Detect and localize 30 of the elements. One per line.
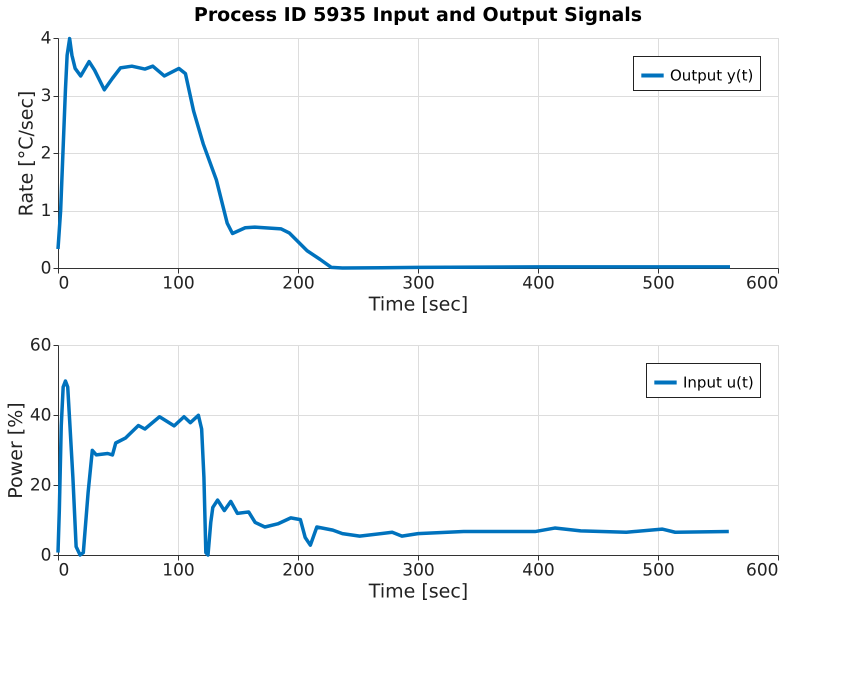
x-tick-label: 100 xyxy=(162,274,195,294)
x-tick-label: 400 xyxy=(522,274,555,294)
x-tick-label: 200 xyxy=(282,274,315,294)
x-tick-label: 200 xyxy=(282,560,315,580)
legend-label: Input u(t) xyxy=(683,374,754,392)
y-tick-label: 4 xyxy=(40,28,52,48)
x-tick-label: 600 xyxy=(746,274,778,294)
x-tick-label: 300 xyxy=(402,560,435,580)
x-tick-label: 500 xyxy=(642,560,675,580)
y-tick-label: 2 xyxy=(40,144,52,164)
y-tick-label: 60 xyxy=(30,336,52,356)
chart-title: Process ID 5935 Input and Output Signals xyxy=(194,4,642,26)
y-tick-label: 40 xyxy=(30,406,52,426)
x-tick-label: 400 xyxy=(522,560,555,580)
x-tick-label: 0 xyxy=(58,560,70,580)
x-tick-label: 0 xyxy=(58,274,70,294)
legend-label: Output y(t) xyxy=(670,66,754,84)
x-tick-label: 600 xyxy=(746,560,778,580)
y-tick-label: 20 xyxy=(30,476,52,496)
x-tick-label: 300 xyxy=(402,274,435,294)
y-tick-label: 0 xyxy=(40,546,52,566)
y-axis-title: Rate [°C/sec] xyxy=(16,90,38,216)
y-tick-label: 0 xyxy=(40,258,52,278)
y-axis-title: Power [%] xyxy=(4,402,27,499)
y-tick-label: 1 xyxy=(40,201,52,221)
x-axis-title: Time [sec] xyxy=(368,294,468,316)
x-axis-title: Time [sec] xyxy=(368,580,468,602)
y-tick-label: 3 xyxy=(40,86,52,106)
x-tick-label: 500 xyxy=(642,274,675,294)
x-tick-label: 100 xyxy=(162,560,195,580)
